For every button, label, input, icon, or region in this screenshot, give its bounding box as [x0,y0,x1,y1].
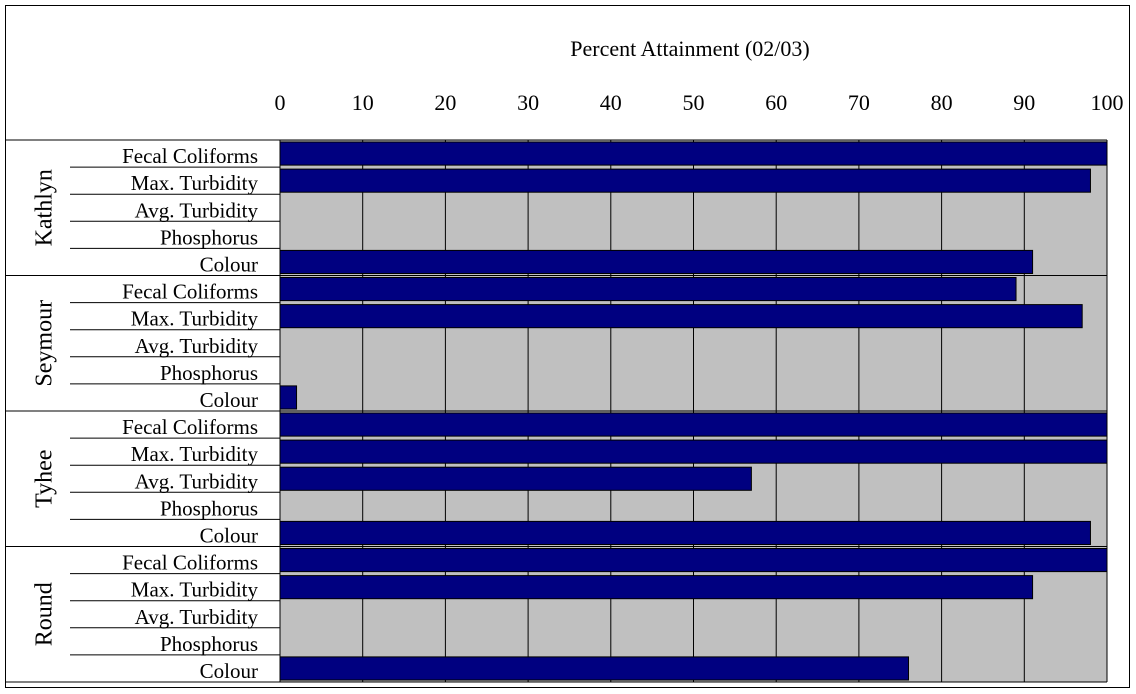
bar [279,439,1108,464]
category-label: Phosphorus [160,632,258,656]
category-label: Max. Turbidity [131,578,259,602]
category-label: Max. Turbidity [131,307,259,331]
x-tick-label: 30 [517,90,539,115]
bar [279,168,1091,193]
x-tick-label: 80 [931,90,953,115]
x-tick-label: 100 [1091,90,1124,115]
category-label: Avg. Turbidity [135,605,259,629]
category-label: Fecal Coliforms [122,144,258,168]
category-label: Max. Turbidity [131,171,259,195]
category-label: Fecal Coliforms [122,551,258,575]
x-tick-label: 50 [683,90,705,115]
group-label: Tyhee [32,450,58,508]
bar [279,656,910,681]
category-label: Avg. Turbidity [135,334,259,358]
category-label: Colour [200,253,258,277]
category-label: Phosphorus [160,225,258,249]
bar [279,412,1108,437]
bar [279,548,1108,573]
category-label: Avg. Turbidity [135,469,259,493]
category-label: Avg. Turbidity [135,198,259,222]
category-label: Max. Turbidity [131,442,259,466]
bar [279,277,1017,302]
category-labels: Kathlyn Fecal Coliforms Max. Turbidity Avg.… [32,144,280,683]
x-tick-label: 60 [765,90,787,115]
bar [279,466,752,491]
category-label: Phosphorus [160,361,258,385]
bar [279,520,1091,546]
category-label: Colour [200,659,258,683]
plot-area [6,139,1108,683]
bar [279,249,1034,274]
x-tick-label: 90 [1013,90,1035,115]
category-label: Fecal Coliforms [122,280,258,304]
category-label: Phosphorus [160,496,258,520]
x-axis-ticks: 0 10 20 30 40 50 60 70 80 90 100 [275,90,1124,115]
group-label: Round [32,582,58,646]
bar [279,385,298,410]
category-label: Colour [200,524,258,548]
category-label: Fecal Coliforms [122,415,258,439]
x-tick-label: 70 [848,90,870,115]
bar [279,141,1108,166]
x-tick-label: 0 [275,90,286,115]
x-tick-label: 20 [434,90,456,115]
bar [279,575,1034,600]
category-label: Colour [200,388,258,412]
group-label: Seymour [32,300,58,387]
chart-title: Percent Attainment (02/03) [570,36,810,61]
group-label: Kathlyn [32,169,58,246]
x-tick-label: 40 [600,90,622,115]
x-tick-label: 10 [352,90,374,115]
bar [279,304,1083,329]
